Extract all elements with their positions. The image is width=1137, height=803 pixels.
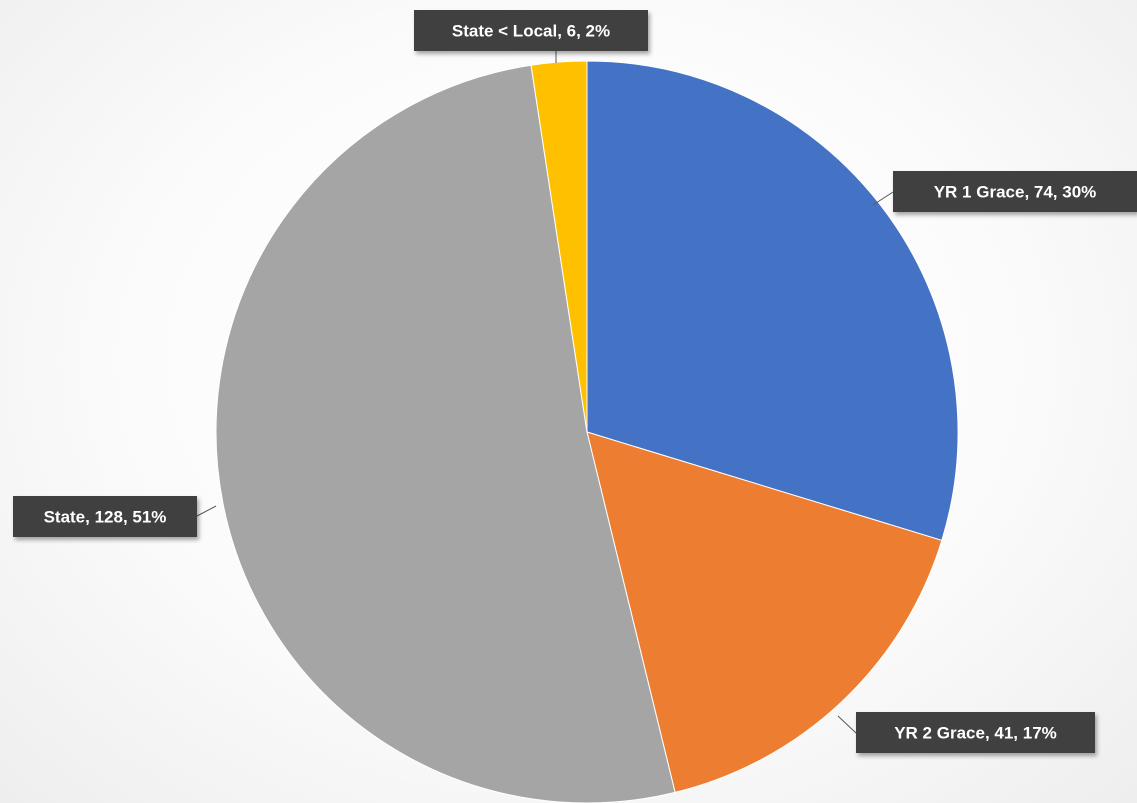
data-label-text: YR 2 Grace, 41, 17%	[894, 724, 1057, 743]
data-label-state-local: State < Local, 6, 2%	[414, 10, 648, 51]
data-label-state: State, 128, 51%	[13, 496, 197, 537]
pie-slice-state	[215, 64, 676, 803]
data-label-yr-1-grace: YR 1 Grace, 74, 30%	[893, 171, 1137, 212]
pie-slices	[215, 60, 959, 803]
leader-line-yr-1-grace	[872, 191, 894, 206]
data-label-box	[13, 496, 197, 537]
data-label-box	[414, 10, 648, 51]
data-label-text: YR 1 Grace, 74, 30%	[934, 183, 1097, 202]
data-labels: YR 1 Grace, 74, 30% YR 2 Grace, 41, 17% St…	[13, 10, 1137, 753]
data-label-text: State, 128, 51%	[44, 508, 167, 527]
data-label-text: State < Local, 6, 2%	[452, 22, 610, 41]
data-label-box	[856, 712, 1095, 753]
pie-slice-yr-2-grace	[586, 431, 943, 793]
pie-slice-state-local	[530, 60, 588, 433]
leader-line-state	[196, 505, 217, 517]
leader-line-yr-2-grace	[837, 715, 857, 734]
data-label-box	[893, 171, 1137, 212]
pie-slice-yr-1-grace	[586, 60, 959, 542]
leader-lines	[196, 51, 894, 734]
data-label-yr-2-grace: YR 2 Grace, 41, 17%	[856, 712, 1095, 753]
